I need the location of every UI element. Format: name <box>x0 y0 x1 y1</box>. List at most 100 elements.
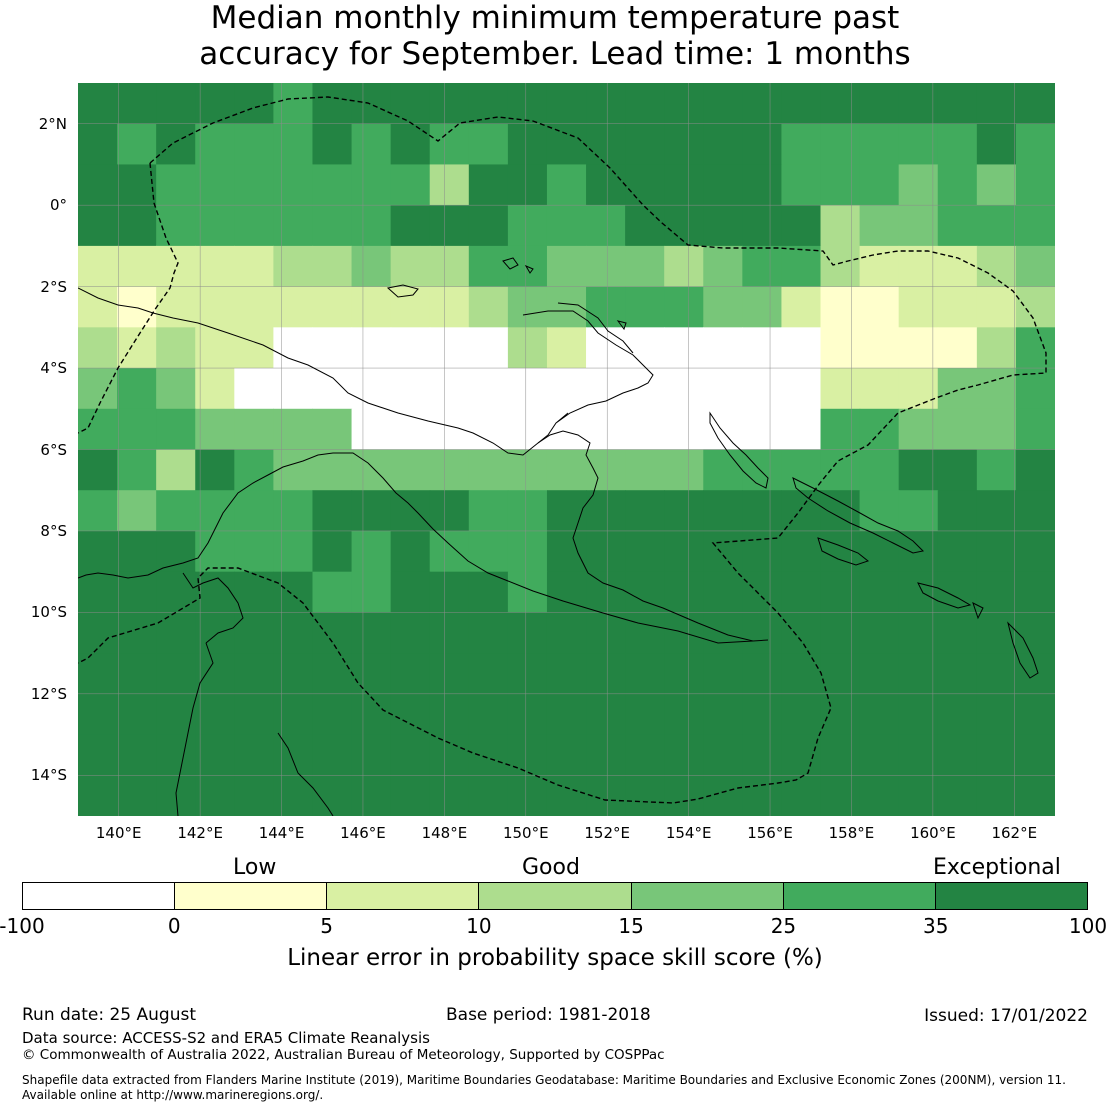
skill-cell <box>664 775 704 816</box>
skill-cell <box>234 449 274 491</box>
skill-cell <box>507 490 548 532</box>
skill-cell <box>78 693 118 736</box>
colorbar-tick-label: -100 <box>0 914 45 938</box>
skill-cell <box>351 571 392 613</box>
colorbar-tick-label: 100 <box>1068 914 1108 938</box>
skill-cell <box>781 490 822 532</box>
skill-cell <box>468 734 509 776</box>
skill-cell <box>507 123 548 166</box>
skill-cell <box>898 449 939 491</box>
skill-cell <box>781 164 822 206</box>
skill-cell <box>625 490 665 532</box>
colorbar-segment <box>935 883 1087 909</box>
skill-cell <box>429 612 470 654</box>
skill-cell <box>234 83 274 125</box>
colorbar-tick-label: 5 <box>320 914 333 938</box>
skill-cell <box>898 368 939 410</box>
skill-cell <box>273 734 314 776</box>
skill-cell <box>664 123 704 166</box>
skill-cell <box>429 571 470 613</box>
skill-cell <box>976 490 1017 532</box>
skill-cell <box>703 164 743 206</box>
skill-cell <box>156 693 196 736</box>
skill-cell <box>742 286 783 328</box>
skill-cell <box>898 327 939 369</box>
skill-cell <box>195 205 235 247</box>
skill-cell <box>273 83 314 125</box>
skill-cell <box>742 490 783 532</box>
skill-cell <box>898 571 939 613</box>
colorbar-segment <box>783 883 936 909</box>
skill-cell <box>429 368 470 410</box>
skill-cell <box>781 571 822 613</box>
colorbar-tick-label: 10 <box>466 914 492 938</box>
skill-cell <box>859 490 900 532</box>
skill-cell <box>820 612 861 654</box>
skill-cell <box>703 83 743 125</box>
latitude-tick-label: 12°S <box>30 684 67 703</box>
skill-cell <box>156 205 196 247</box>
skill-cell <box>546 368 587 410</box>
skill-cell <box>820 449 861 491</box>
skill-cell <box>390 327 431 369</box>
latitude-tick-label: 10°S <box>30 603 67 622</box>
skill-cell <box>156 83 196 125</box>
skill-cell <box>468 693 509 736</box>
skill-cell <box>195 612 235 654</box>
skill-cell <box>546 490 587 532</box>
skill-cell <box>781 327 822 369</box>
skill-cell <box>507 205 548 247</box>
map-title: Median monthly minimum temperature past … <box>0 0 1110 72</box>
latitude-tick-label: 2°N <box>38 114 67 133</box>
skill-cell <box>156 653 196 695</box>
skill-score-grid <box>78 83 1055 816</box>
skill-cell <box>429 449 470 491</box>
skill-cell <box>195 286 235 328</box>
skill-cell <box>234 368 274 410</box>
skill-cell <box>156 368 196 410</box>
colorbar-tick-label: 25 <box>770 914 797 938</box>
skill-cell <box>507 164 548 206</box>
skill-cell <box>742 571 783 613</box>
skill-cell <box>390 123 431 166</box>
skill-cell <box>781 449 822 491</box>
skill-cell <box>664 286 704 328</box>
skill-cell <box>117 530 157 573</box>
solomon-islands-coastline <box>792 477 925 554</box>
skill-cell <box>781 693 822 736</box>
skill-cell <box>976 653 1017 695</box>
skill-cell <box>937 449 978 491</box>
skill-cell <box>1015 245 1055 288</box>
skill-cell <box>312 571 353 613</box>
longitude-tick-label: 140°E <box>95 824 142 842</box>
skill-cell <box>78 449 118 491</box>
skill-cell <box>859 612 900 654</box>
skill-cell <box>273 164 314 206</box>
skill-cell <box>429 205 470 247</box>
longitude-tick-label: 154°E <box>665 824 712 842</box>
skill-cell <box>234 653 274 695</box>
copyright-notice: © Commonwealth of Australia 2022, Austra… <box>22 1047 665 1063</box>
skill-cell <box>859 653 900 695</box>
skill-cell <box>1015 408 1055 451</box>
skill-cell <box>781 205 822 247</box>
skill-cell <box>468 327 509 369</box>
skill-cell <box>117 123 157 166</box>
colorbar-segment <box>479 883 632 909</box>
skill-cell <box>234 245 274 288</box>
skill-cell <box>742 164 783 206</box>
skill-cell <box>703 245 743 288</box>
skill-cell <box>195 530 235 573</box>
skill-cell <box>586 449 626 491</box>
skill-cell <box>898 734 939 776</box>
skill-cell <box>195 368 235 410</box>
skill-cell <box>664 368 704 410</box>
skill-cell <box>429 693 470 736</box>
skill-cell <box>742 368 783 410</box>
skill-cell <box>781 123 822 166</box>
skill-cell <box>859 164 900 206</box>
skill-cell <box>273 571 314 613</box>
skill-cell <box>234 205 274 247</box>
skill-cell <box>234 123 274 166</box>
skill-cell <box>351 490 392 532</box>
